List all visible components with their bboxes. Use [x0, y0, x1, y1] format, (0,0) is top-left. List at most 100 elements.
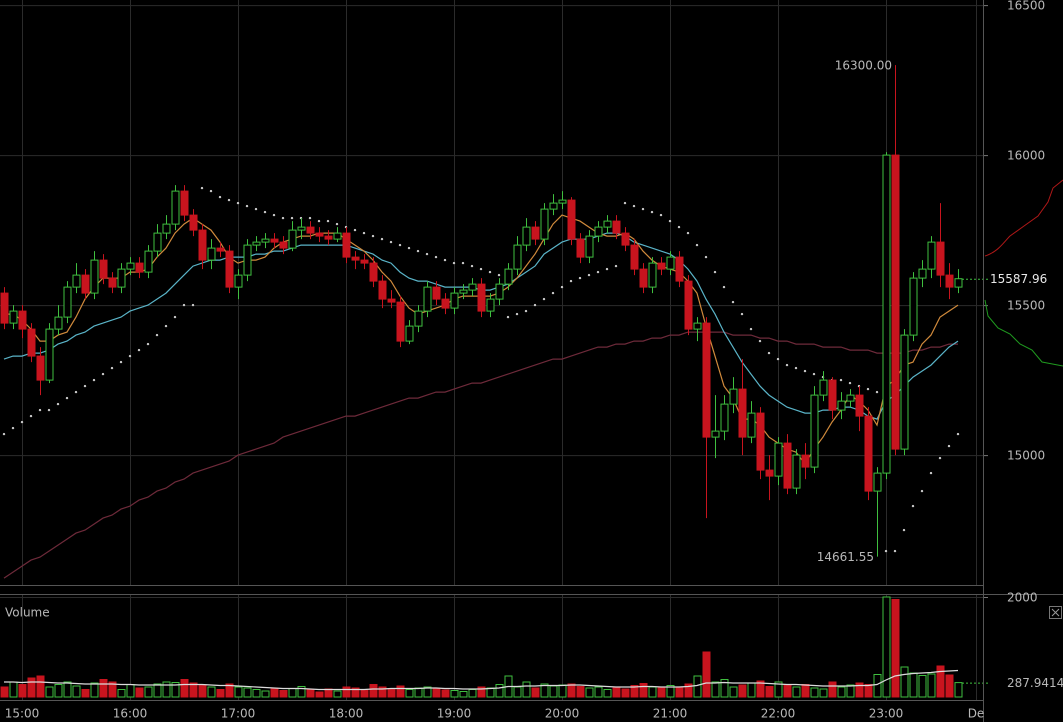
panel-title: Volume	[5, 606, 50, 620]
volume-bar	[279, 690, 288, 698]
candle-body	[765, 469, 774, 477]
candle-body	[270, 238, 279, 243]
sar-dot	[749, 327, 753, 331]
candle-body	[351, 256, 360, 261]
volume-bar	[477, 686, 486, 698]
volume-bar	[459, 691, 468, 698]
volume-bar	[819, 688, 828, 698]
candle-body	[837, 400, 846, 411]
volume-bar	[747, 682, 756, 698]
sar-dot	[596, 270, 600, 274]
candle-body	[738, 388, 747, 438]
close-button-icon[interactable]	[1051, 608, 1060, 617]
sar-dot	[137, 348, 141, 352]
sar-dot	[722, 285, 726, 289]
volume-bar	[297, 686, 306, 698]
volume-bar	[675, 687, 684, 698]
volume-bar	[945, 674, 954, 698]
volume-bar	[783, 684, 792, 698]
candle-body	[216, 247, 225, 252]
close-button-box[interactable]	[1049, 606, 1062, 619]
volume-bar	[243, 687, 252, 698]
candle-body	[594, 226, 603, 237]
volume-bar	[432, 688, 441, 698]
volume-bar	[63, 681, 72, 698]
volume-bar	[720, 679, 729, 698]
candle-body	[639, 268, 648, 288]
sar-dot	[929, 471, 933, 475]
volume-bar	[207, 686, 216, 698]
volume-bar	[189, 682, 198, 698]
volume-bar	[810, 687, 819, 698]
sar-dot	[551, 291, 555, 295]
x-tick-label: 22:00	[761, 707, 796, 721]
sar-dot	[317, 219, 321, 223]
candle-body	[414, 310, 423, 327]
candle-body	[603, 220, 612, 228]
candle-body	[540, 208, 549, 240]
candle-body	[99, 259, 108, 279]
volume-bar	[576, 686, 585, 698]
candle-body	[495, 283, 504, 300]
sar-dot	[884, 549, 888, 553]
sar-dot	[254, 207, 258, 211]
candle-body	[126, 262, 135, 270]
sar-dot	[938, 456, 942, 460]
sar-dot	[893, 549, 897, 553]
candle-body	[720, 403, 729, 432]
candle-body	[666, 256, 675, 270]
close-button[interactable]	[1049, 606, 1062, 619]
grid	[0, 0, 988, 700]
sar-dot	[614, 264, 618, 268]
candle-body	[144, 250, 153, 273]
candle-body	[477, 283, 486, 312]
volume-bar	[198, 684, 207, 698]
candle-body	[423, 286, 432, 312]
sar-dot	[227, 198, 231, 202]
candle-body	[432, 286, 441, 300]
sar-dot	[560, 285, 564, 289]
x-tick-label: 21:00	[653, 707, 688, 721]
candle-body	[189, 214, 198, 231]
x-tick-label: 19:00	[437, 707, 472, 721]
candle-body	[378, 280, 387, 300]
depth-bids	[984, 299, 1063, 367]
sar-dot	[578, 276, 582, 280]
sar-dot	[47, 408, 51, 412]
volume-bar	[72, 685, 81, 698]
volume-bar	[837, 686, 846, 698]
sar-dot	[695, 243, 699, 247]
volume-bar	[522, 681, 531, 698]
volume-bar	[18, 684, 27, 698]
last-price-label: 15587.96	[990, 272, 1047, 286]
y-tick-label: 16000	[1007, 149, 1045, 163]
sar-dot	[713, 270, 717, 274]
candle-body	[801, 454, 810, 468]
sar-dot	[533, 303, 537, 307]
candle-body	[693, 322, 702, 330]
extreme-label: 16300.00	[835, 59, 892, 73]
sar-dot	[740, 312, 744, 316]
sar-dot	[785, 363, 789, 367]
candle-body	[207, 247, 216, 261]
y-tick-label: 16500	[1007, 0, 1045, 13]
candle-body	[756, 412, 765, 471]
sar-dot	[515, 312, 519, 316]
candle-body	[459, 289, 468, 294]
candle-body	[18, 310, 27, 330]
volume-bar	[342, 686, 351, 698]
volume-bar	[756, 680, 765, 698]
sar-dot	[263, 210, 267, 214]
volume-bar	[936, 665, 945, 698]
candle-body	[612, 220, 621, 234]
candle-body	[657, 262, 666, 270]
sar-dot	[506, 315, 510, 319]
candle-body	[531, 226, 540, 240]
candle-body	[36, 355, 45, 381]
sar-dot	[110, 366, 114, 370]
volume-bar	[324, 688, 333, 698]
candle-body	[63, 286, 72, 318]
volume-bar	[90, 682, 99, 698]
volume-bar	[621, 688, 630, 698]
